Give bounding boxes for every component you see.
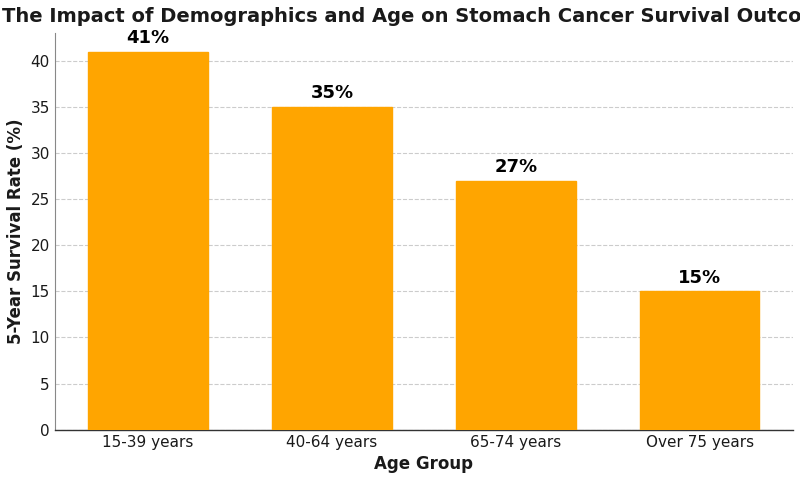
Text: 15%: 15% bbox=[678, 269, 722, 287]
Text: 35%: 35% bbox=[310, 84, 354, 102]
Bar bbox=[272, 107, 392, 430]
Text: 41%: 41% bbox=[126, 29, 170, 47]
Bar bbox=[640, 291, 759, 430]
Bar bbox=[456, 180, 576, 430]
X-axis label: Age Group: Age Group bbox=[374, 455, 474, 473]
Text: 27%: 27% bbox=[494, 158, 538, 176]
Y-axis label: 5-Year Survival Rate (%): 5-Year Survival Rate (%) bbox=[7, 119, 25, 344]
Bar bbox=[88, 51, 208, 430]
Title: The Impact of Demographics and Age on Stomach Cancer Survival Outcomes: The Impact of Demographics and Age on St… bbox=[2, 7, 800, 26]
